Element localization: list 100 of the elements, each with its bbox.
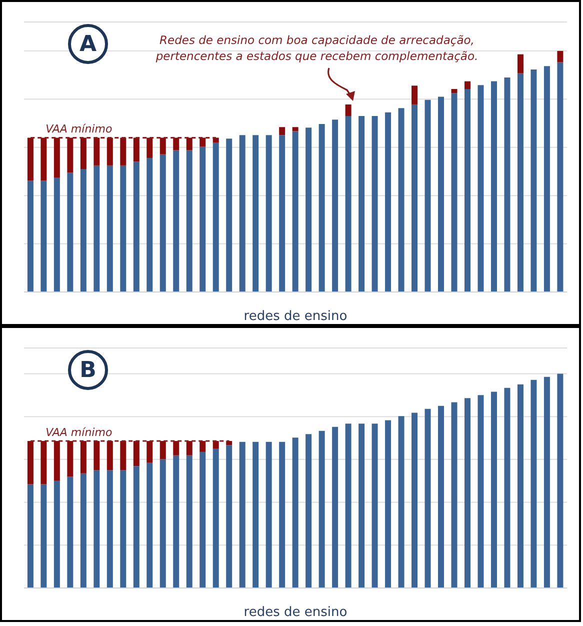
bar: [200, 452, 206, 588]
bar: [412, 104, 418, 292]
bar: [67, 172, 74, 292]
bar: [332, 120, 338, 292]
bar: [544, 376, 550, 588]
bar: [504, 388, 510, 588]
bar: [318, 430, 325, 588]
bar: [106, 165, 113, 292]
bar: [200, 441, 206, 452]
bar: [120, 165, 126, 292]
bar: [557, 62, 564, 292]
bar: [266, 135, 272, 292]
bar: [40, 138, 47, 181]
bar: [27, 138, 34, 181]
bar: [544, 66, 550, 292]
bar: [54, 177, 60, 292]
bar: [173, 455, 180, 588]
bar: [133, 466, 140, 588]
bar: [438, 406, 444, 588]
ref-line-label: VAA mínimo: [46, 426, 112, 439]
bar: [279, 127, 286, 136]
bar: [464, 398, 470, 588]
bar: [80, 441, 86, 474]
bar: [120, 441, 126, 470]
bar: [146, 138, 153, 158]
bar: [239, 442, 246, 588]
bar: [490, 392, 497, 588]
bar: [67, 441, 74, 477]
bar: [332, 426, 338, 588]
bar: [186, 455, 192, 588]
bar: [173, 441, 180, 456]
bar: [345, 424, 352, 588]
bar: [557, 50, 564, 62]
bar: [292, 131, 298, 292]
bar: [530, 380, 537, 588]
bar: [67, 138, 74, 173]
bar: [40, 180, 47, 292]
bar: [306, 434, 312, 588]
bar: [212, 142, 219, 292]
bar: [385, 112, 392, 292]
bar: [54, 480, 60, 588]
bar: [67, 476, 74, 588]
bar: [517, 384, 524, 588]
bar: [451, 93, 458, 292]
bar: [80, 473, 86, 588]
bar: [106, 441, 113, 470]
bar: [106, 470, 113, 588]
bar: [94, 470, 100, 588]
bar: [160, 459, 166, 588]
bar: [504, 77, 510, 292]
bar: [345, 104, 352, 116]
bar: [239, 135, 246, 292]
bar: [40, 484, 47, 588]
bar: [490, 81, 497, 292]
bar: [133, 138, 140, 162]
bar: [292, 127, 298, 132]
bar: [530, 69, 537, 292]
bar: [358, 424, 365, 588]
bar: [212, 138, 219, 143]
chart-title: A: [68, 24, 108, 64]
x-axis-title: redes de ensino: [244, 309, 348, 324]
bar: [27, 484, 34, 588]
bar: [279, 135, 286, 292]
annotation: Redes de ensino com boa capacidade de arrecadação, pertencentes a estados que recebem complementação.: [154, 32, 480, 64]
bar: [557, 374, 564, 588]
bar: [120, 138, 126, 166]
bar: [385, 420, 392, 588]
bar: [345, 116, 352, 292]
ref-line-label: VAA mínimo: [46, 122, 112, 136]
bar: [412, 412, 418, 588]
chart-title: B: [68, 350, 108, 390]
bar: [212, 441, 219, 448]
bar: [27, 180, 34, 292]
bar: [226, 138, 232, 292]
bar: [94, 165, 100, 292]
bar: [160, 154, 166, 292]
bar: [517, 54, 524, 74]
x-axis-title: redes de ensino: [244, 605, 348, 620]
bar: [173, 138, 180, 150]
bar: [451, 89, 458, 94]
bar: [186, 441, 192, 456]
bar: [226, 445, 232, 588]
bar: [358, 116, 365, 292]
bar: [318, 124, 325, 292]
bar: [200, 146, 206, 292]
bar: [160, 138, 166, 154]
bar: [160, 441, 166, 460]
bar: [54, 138, 60, 178]
bar: [464, 81, 470, 90]
bar: [120, 470, 126, 588]
bar: [424, 100, 431, 292]
bar: [292, 438, 298, 588]
bar: [478, 85, 484, 292]
bar: [94, 138, 100, 166]
bar: [146, 158, 153, 292]
bar: [398, 108, 404, 292]
bar: [200, 138, 206, 147]
bar: [186, 138, 192, 150]
bar: [212, 448, 219, 588]
bar: [80, 169, 86, 292]
